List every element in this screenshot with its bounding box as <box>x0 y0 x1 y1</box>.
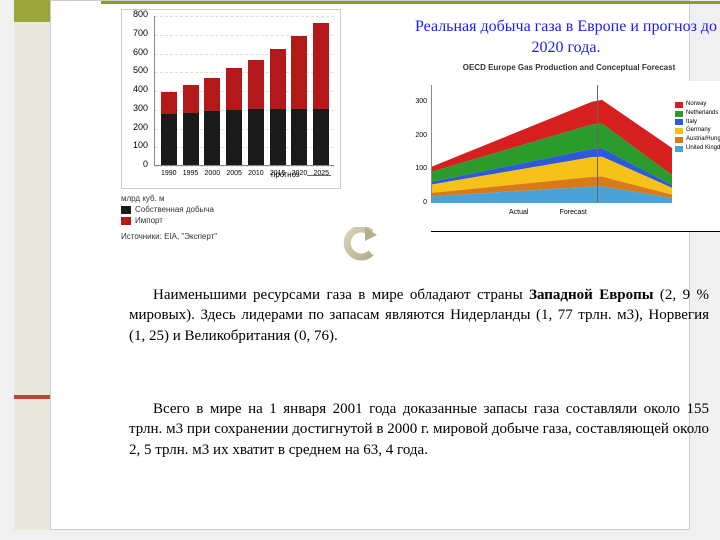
y-axis-label: млрд куб. м <box>121 193 341 204</box>
frame-stripe <box>101 1 720 4</box>
chart-source: Источники: EIA, "Эксперт" <box>121 231 341 242</box>
actual-forecast-divider <box>597 85 598 202</box>
left-chart-legend: млрд куб. м Собственная добыча Импорт Ис… <box>121 193 341 242</box>
decorative-left-bar <box>14 0 50 530</box>
page-title: Реальная добыча газа в Европе и прогноз … <box>411 17 720 59</box>
gas-import-bar-chart: 0100200300400500600700800 19901995200020… <box>121 9 341 189</box>
forecast-label: прогноз <box>271 170 300 179</box>
right-chart-legend: NorwayNetherlandsItalyGermanyAustria/Hun… <box>675 101 720 154</box>
decorative-green-cube <box>14 0 50 22</box>
forecast-arrow <box>307 175 331 176</box>
area-chart-svg <box>432 85 672 203</box>
right-chart-title: OECD Europe Gas Production and Conceptua… <box>409 63 720 72</box>
curved-arrow-icon <box>341 227 377 263</box>
paragraph-2: Всего в мире на 1 января 2001 года доказ… <box>129 399 709 460</box>
slide-body: Реальная добыча газа в Европе и прогноз … <box>50 0 690 530</box>
oecd-area-chart: OECD Europe Gas Production and Conceptua… <box>409 81 720 231</box>
right-chart-rule <box>431 231 720 232</box>
paragraph-1: Наименьшими ресурсами газа в мире облада… <box>129 285 709 346</box>
decorative-red-stripe <box>14 395 50 399</box>
